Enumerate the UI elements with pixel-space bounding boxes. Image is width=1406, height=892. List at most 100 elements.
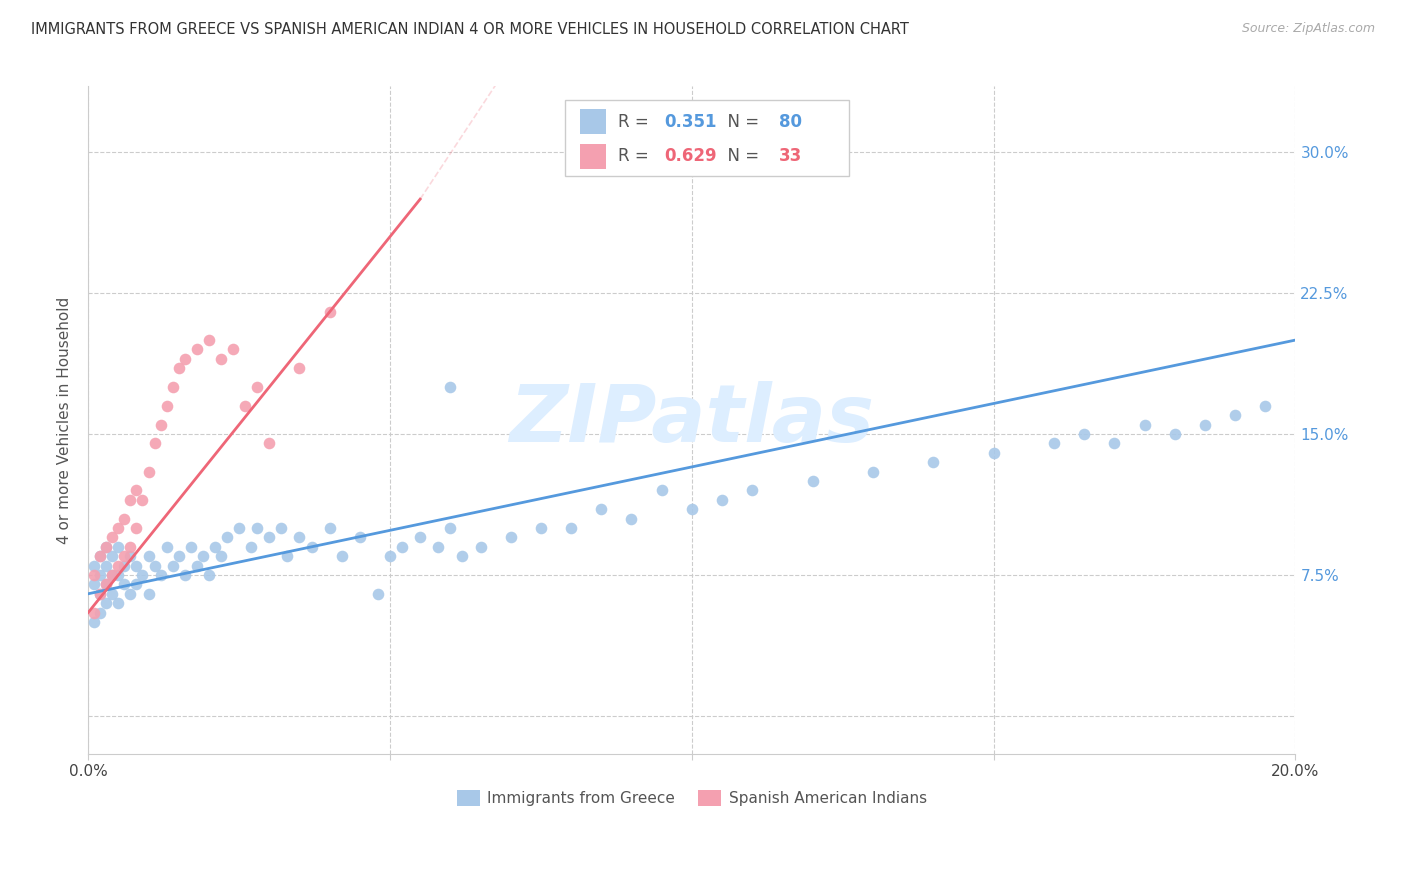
Point bbox=[96, 540, 118, 554]
Point bbox=[209, 351, 232, 366]
Point bbox=[96, 577, 118, 591]
Point bbox=[922, 455, 945, 469]
Point bbox=[101, 568, 124, 582]
Point bbox=[257, 436, 280, 450]
Text: IMMIGRANTS FROM GREECE VS SPANISH AMERICAN INDIAN 4 OR MORE VEHICLES IN HOUSEHOL: IMMIGRANTS FROM GREECE VS SPANISH AMERIC… bbox=[31, 22, 908, 37]
Point bbox=[125, 483, 148, 498]
Legend: Immigrants from Greece, Spanish American Indians: Immigrants from Greece, Spanish American… bbox=[451, 784, 934, 813]
Point bbox=[288, 361, 311, 376]
Point bbox=[131, 492, 153, 507]
Point bbox=[96, 577, 118, 591]
Y-axis label: 4 or more Vehicles in Household: 4 or more Vehicles in Household bbox=[58, 296, 72, 543]
Text: 80: 80 bbox=[779, 112, 801, 131]
Point bbox=[1254, 399, 1277, 413]
Point bbox=[427, 540, 450, 554]
Point bbox=[89, 587, 111, 601]
Point bbox=[378, 549, 401, 564]
Point bbox=[89, 549, 111, 564]
Point bbox=[138, 587, 160, 601]
Point bbox=[96, 558, 118, 573]
Point bbox=[318, 305, 340, 319]
Point bbox=[591, 502, 613, 516]
Point bbox=[120, 587, 142, 601]
Point bbox=[1043, 436, 1066, 450]
Point bbox=[96, 540, 118, 554]
Point bbox=[96, 596, 118, 610]
Point bbox=[741, 483, 763, 498]
Point bbox=[318, 521, 340, 535]
Point bbox=[439, 380, 461, 394]
Bar bbox=[579, 109, 606, 135]
Point bbox=[1104, 436, 1126, 450]
Point bbox=[209, 549, 232, 564]
Point bbox=[451, 549, 474, 564]
Point bbox=[233, 399, 256, 413]
Point bbox=[125, 521, 148, 535]
Text: N =: N = bbox=[717, 147, 765, 165]
Point bbox=[112, 577, 135, 591]
Point bbox=[125, 577, 148, 591]
Point bbox=[107, 568, 129, 582]
Point bbox=[257, 530, 280, 544]
Point bbox=[711, 492, 734, 507]
Point bbox=[560, 521, 582, 535]
Point bbox=[1164, 427, 1187, 442]
Point bbox=[173, 568, 195, 582]
Point bbox=[120, 540, 142, 554]
Point bbox=[101, 568, 124, 582]
Point bbox=[120, 549, 142, 564]
Text: 0.629: 0.629 bbox=[664, 147, 717, 165]
Point bbox=[107, 596, 129, 610]
Text: ZIPatlas: ZIPatlas bbox=[509, 381, 875, 459]
Point bbox=[156, 540, 179, 554]
Point bbox=[101, 549, 124, 564]
Point bbox=[1194, 417, 1216, 432]
Point bbox=[138, 549, 160, 564]
Point bbox=[270, 521, 292, 535]
Point bbox=[651, 483, 673, 498]
Point bbox=[301, 540, 323, 554]
Point bbox=[222, 343, 245, 357]
Point bbox=[138, 465, 160, 479]
Text: R =: R = bbox=[619, 112, 654, 131]
Point bbox=[156, 399, 179, 413]
Point bbox=[983, 446, 1005, 460]
Point bbox=[499, 530, 522, 544]
Point bbox=[101, 530, 124, 544]
Point bbox=[620, 511, 643, 525]
Point bbox=[191, 549, 214, 564]
Point bbox=[101, 587, 124, 601]
Point bbox=[149, 568, 172, 582]
Point bbox=[89, 568, 111, 582]
Text: Source: ZipAtlas.com: Source: ZipAtlas.com bbox=[1241, 22, 1375, 36]
Point bbox=[112, 549, 135, 564]
Point bbox=[246, 380, 269, 394]
Point bbox=[198, 333, 221, 347]
Point bbox=[112, 558, 135, 573]
Point bbox=[120, 492, 142, 507]
Point bbox=[83, 606, 105, 620]
Point bbox=[330, 549, 353, 564]
Bar bbox=[579, 144, 606, 169]
Point bbox=[240, 540, 263, 554]
Point bbox=[246, 521, 269, 535]
Point bbox=[276, 549, 298, 564]
Point bbox=[801, 474, 824, 488]
Point bbox=[83, 568, 105, 582]
Point bbox=[131, 568, 153, 582]
Point bbox=[367, 587, 389, 601]
Point bbox=[162, 558, 184, 573]
Point bbox=[162, 380, 184, 394]
Bar bbox=[565, 100, 849, 177]
Point bbox=[439, 521, 461, 535]
Point bbox=[288, 530, 311, 544]
Point bbox=[89, 587, 111, 601]
Point bbox=[89, 549, 111, 564]
Text: 0.351: 0.351 bbox=[664, 112, 717, 131]
Point bbox=[470, 540, 492, 554]
Point bbox=[1223, 409, 1246, 423]
Text: N =: N = bbox=[717, 112, 765, 131]
Point bbox=[167, 549, 190, 564]
Point bbox=[107, 558, 129, 573]
Point bbox=[186, 343, 208, 357]
